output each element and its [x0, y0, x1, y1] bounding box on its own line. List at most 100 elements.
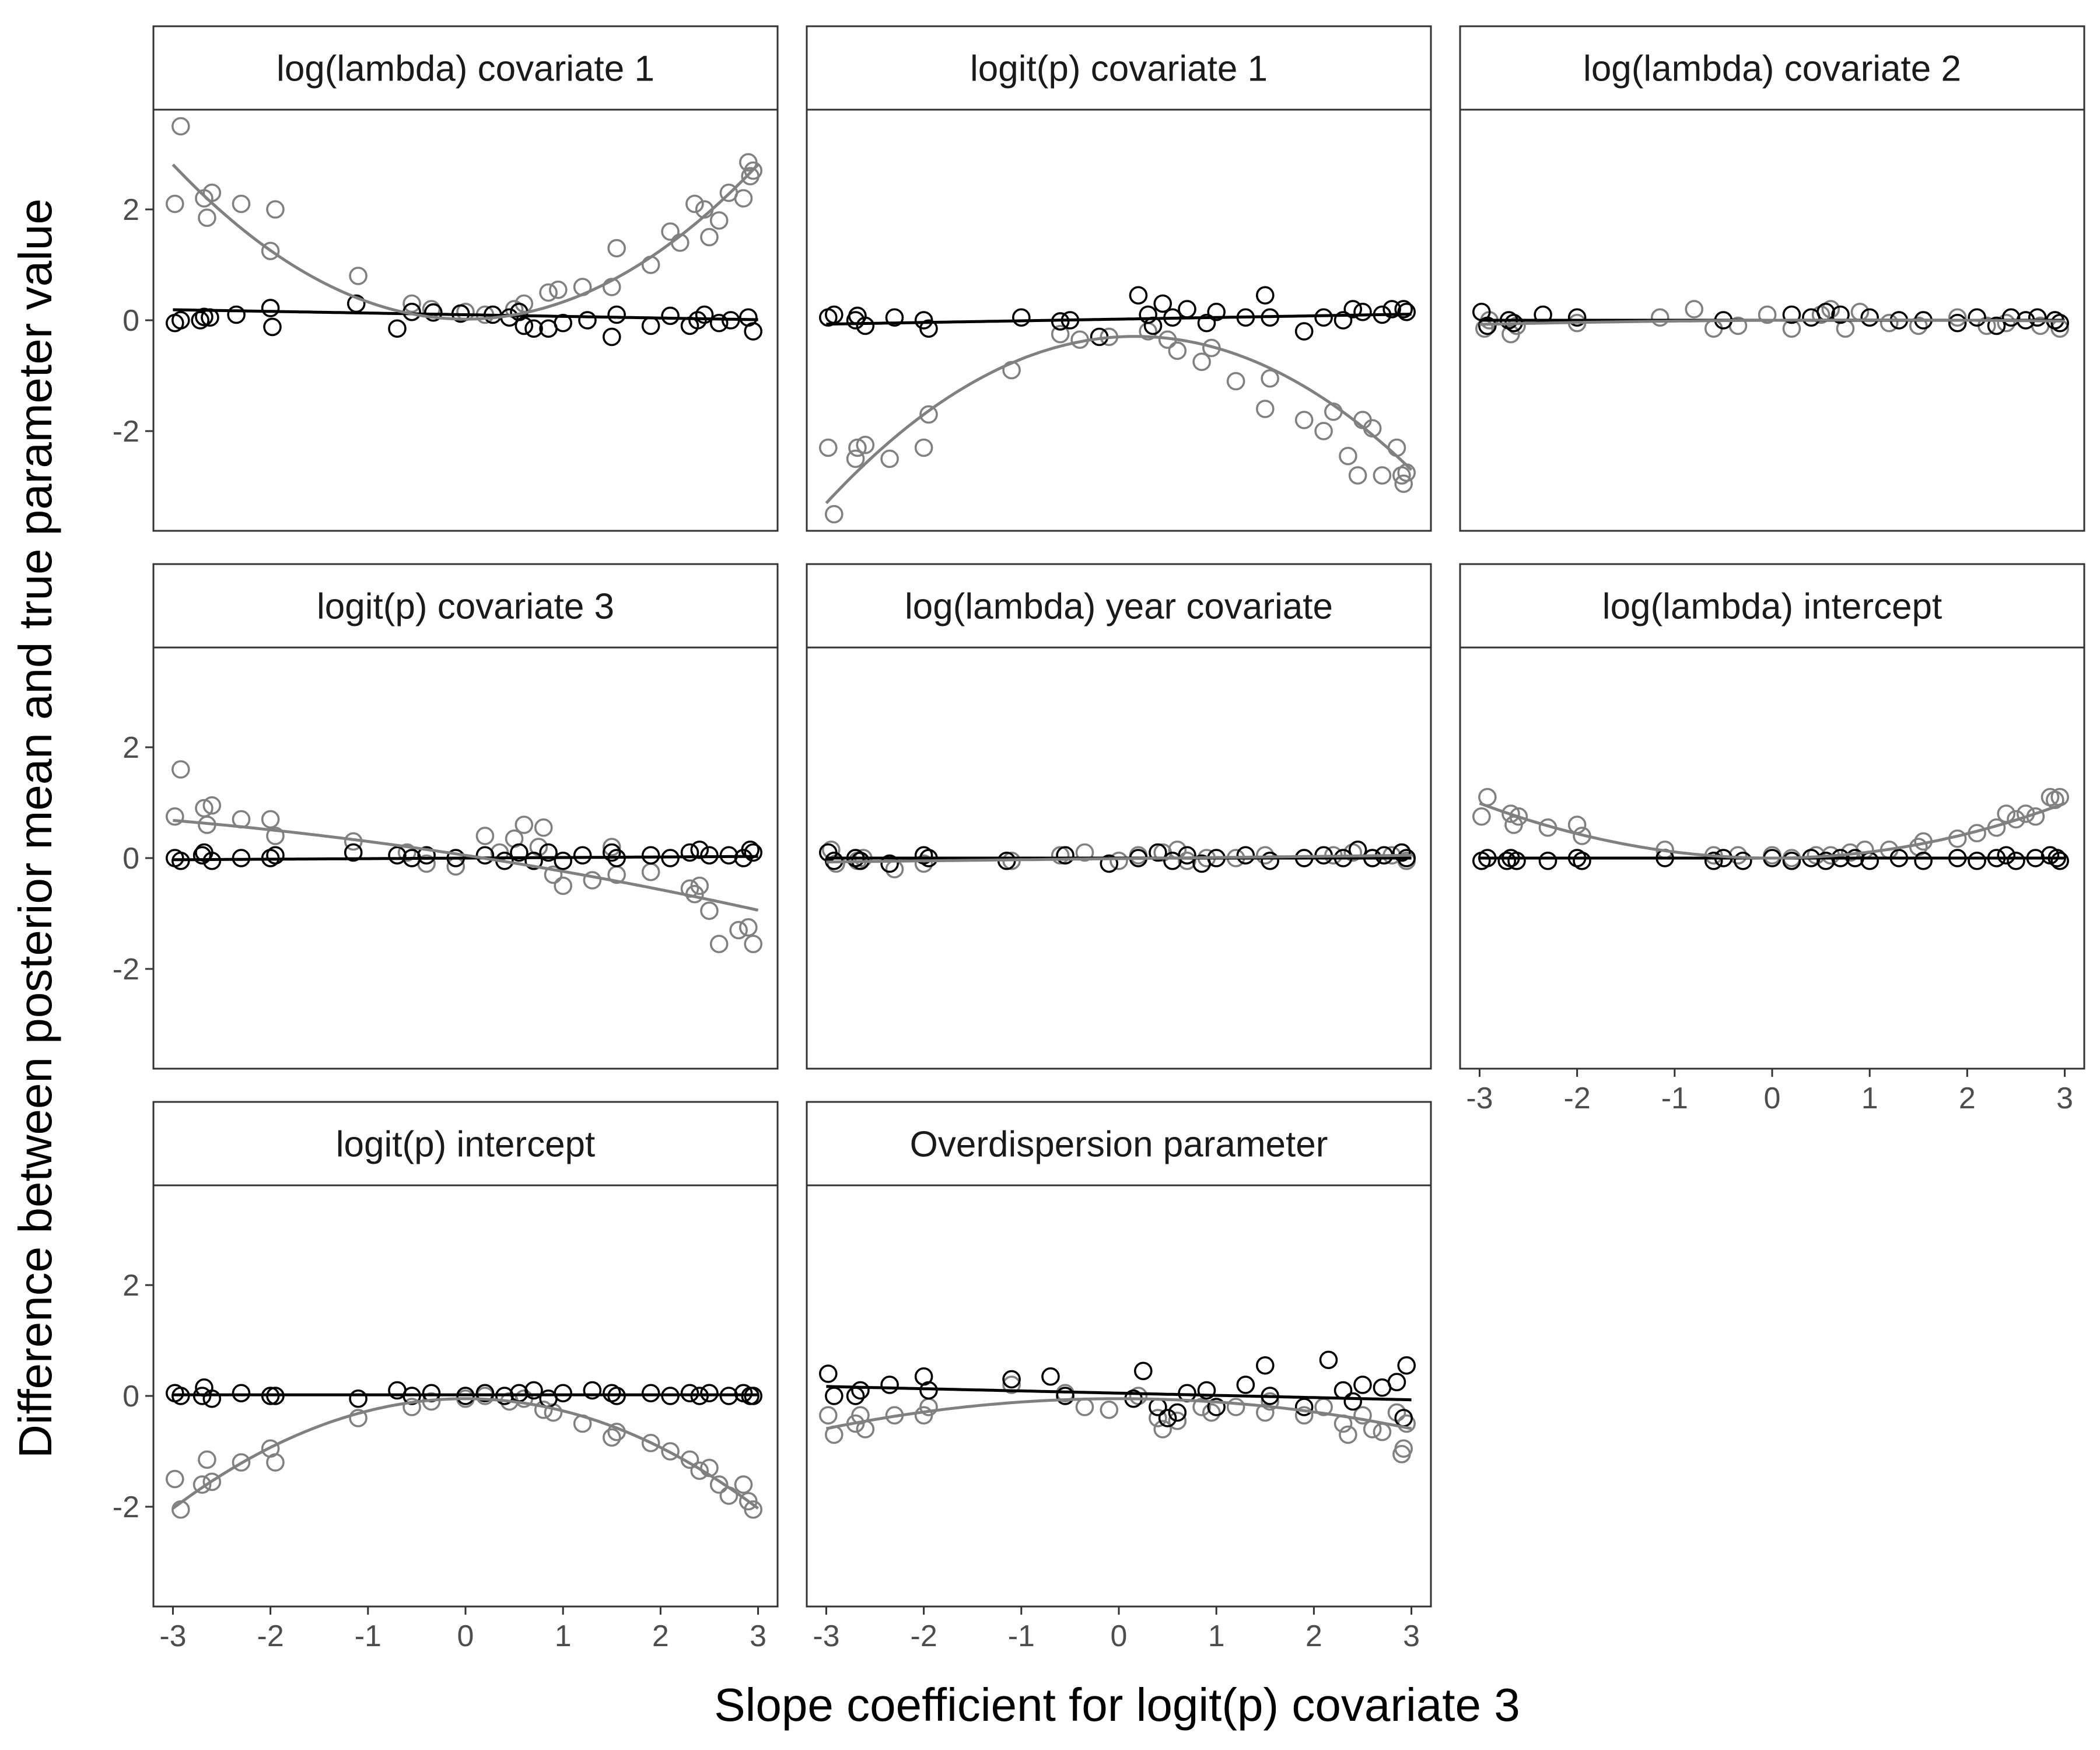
grey-point [514, 816, 534, 834]
grey-point [602, 838, 621, 856]
facet-marks [818, 1350, 1416, 1464]
grey-point [261, 242, 280, 261]
black-point [1294, 1398, 1314, 1416]
black-point [1860, 308, 1879, 327]
black-point [195, 307, 214, 327]
y-axis: -2 0 2 [113, 1269, 153, 1524]
grey-point [266, 200, 285, 219]
x-tick-label: 1 [1208, 1619, 1225, 1653]
grey-point [539, 283, 558, 302]
grey-point [202, 796, 222, 815]
black-point [192, 846, 212, 865]
grey-point [1348, 466, 1367, 485]
grey-point [1192, 352, 1211, 372]
facet-marks [1472, 300, 2070, 344]
grey-point [1948, 308, 1967, 327]
grey-point [1880, 313, 1899, 332]
grey-point [880, 449, 899, 468]
grey-point [602, 1428, 621, 1447]
facet-strip [806, 563, 1432, 649]
facet-panel: logit(p) intercept [152, 1101, 779, 1608]
grey-point [661, 1442, 680, 1461]
black-point [851, 1381, 870, 1400]
black-point [1343, 300, 1363, 318]
grey-point [1728, 846, 1748, 865]
grey-point [1051, 324, 1070, 344]
x-tick-label: -1 [1008, 1619, 1035, 1653]
grey-point [1226, 1398, 1245, 1416]
grey-point [825, 505, 844, 524]
grey-point [1192, 1398, 1211, 1416]
grey-point [266, 827, 285, 845]
black-point [1261, 851, 1279, 870]
grey-point [1178, 851, 1196, 870]
black-point [1397, 1356, 1416, 1375]
x-tick-label: 1 [555, 1619, 572, 1653]
black-point [1139, 305, 1157, 324]
black-point [1782, 851, 1801, 870]
grey-point [1202, 1403, 1221, 1422]
grey-point [583, 871, 602, 890]
x-tick-label: -3 [813, 1619, 839, 1653]
black-point [1392, 843, 1411, 862]
black-point [1573, 851, 1591, 870]
facet-strip-label: log(lambda) covariate 2 [1583, 49, 1961, 89]
grey-point [1997, 313, 2016, 332]
grey-point [848, 438, 867, 457]
black-point [709, 313, 729, 332]
black-point [573, 846, 592, 865]
black-point [1236, 846, 1255, 865]
black-point [554, 313, 572, 332]
black-point [1831, 305, 1850, 324]
grey-point [709, 211, 729, 230]
black-point [1497, 851, 1517, 870]
grey-point [1394, 474, 1413, 494]
x-tick-label: -1 [1661, 1082, 1688, 1115]
black-point [388, 319, 407, 338]
black-fit-line [173, 308, 758, 321]
black-point [1100, 854, 1119, 873]
black-point [475, 1384, 495, 1403]
facet-strip-label: logit(p) covariate 3 [317, 587, 614, 627]
black-point [1255, 1356, 1275, 1375]
black-point [1129, 286, 1148, 305]
grey-point [1168, 1411, 1187, 1430]
black-point [680, 843, 699, 862]
black-point [191, 311, 210, 330]
grey-fit-line [1479, 318, 2065, 326]
facet-panel: logit(p) covariate 3 [152, 563, 779, 1070]
black-point [1334, 311, 1353, 330]
grey-point [1373, 466, 1392, 485]
grey-point [1685, 300, 1704, 318]
grey-point [690, 1461, 709, 1480]
black-point [1817, 851, 1835, 870]
black-point [524, 851, 543, 870]
facet-marks [165, 1378, 763, 1519]
black-point [1197, 1381, 1216, 1400]
facet-strip [806, 25, 1432, 111]
black-point [1394, 300, 1413, 318]
black-point [1387, 1373, 1406, 1392]
grey-point [1650, 308, 1670, 327]
grey-point [1261, 1392, 1279, 1411]
grey-point [402, 294, 421, 313]
facet-strip [806, 1101, 1432, 1186]
grey-point [1339, 1425, 1357, 1444]
x-tick-label: 2 [1306, 1619, 1322, 1653]
y-tick-label: 2 [123, 731, 139, 765]
grey-point [1394, 1439, 1413, 1458]
grey-point [818, 1406, 838, 1425]
black-point [695, 305, 714, 324]
black-point [818, 1364, 838, 1383]
x-tick-label: 3 [1403, 1619, 1420, 1653]
facet-panel: logit(p) covariate 1 [806, 25, 1432, 532]
grey-point [534, 818, 553, 837]
grey-point [914, 854, 933, 873]
grey-point [349, 267, 368, 285]
black-point [1197, 313, 1216, 332]
facet-panel: Overdispersion parameter [806, 1101, 1432, 1608]
y-tick-label: 0 [123, 1380, 139, 1413]
grey-point [1758, 305, 1777, 324]
grey-fit-line [825, 1397, 1412, 1430]
